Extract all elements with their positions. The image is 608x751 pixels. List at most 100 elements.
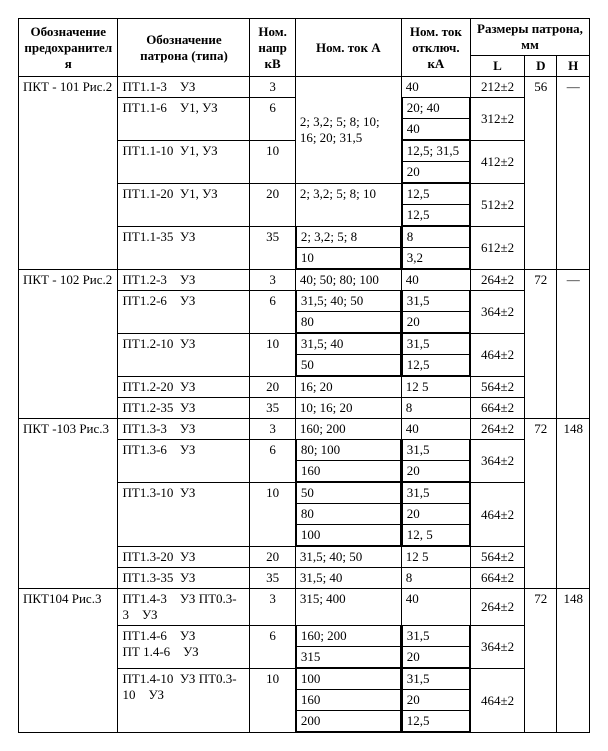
- cartridge-designation: ПТ1.2-35 УЗ: [118, 398, 250, 419]
- fuse-designation: ПКТ - 102 Рис.2: [19, 270, 118, 419]
- cartridge-designation: ПТ1.3-35 УЗ: [118, 568, 250, 589]
- cartridge-designation: ПТ1.3-3 УЗ: [118, 419, 250, 440]
- nominal-current: 2; 3,2; 5; 8; 10: [295, 184, 401, 227]
- nominal-voltage: 35: [250, 227, 295, 270]
- dim-L: 464±2: [470, 483, 524, 547]
- short-circuit-current: 31,520: [401, 291, 470, 334]
- cartridge-designation: ПТ1.1-20 У1, УЗ: [118, 184, 250, 227]
- short-circuit-current: 12,512,5: [401, 184, 470, 227]
- nominal-voltage: 3: [250, 419, 295, 440]
- cartridge-designation: ПТ1.2-10 УЗ: [118, 334, 250, 377]
- dim-L: 464±2: [470, 669, 524, 733]
- dim-L: 664±2: [470, 568, 524, 589]
- nominal-voltage: 20: [250, 377, 295, 398]
- short-circuit-current: 31,520: [401, 440, 470, 483]
- nominal-current: 31,5; 40; 5080: [295, 291, 401, 334]
- cartridge-designation: ПТ1.2-20 УЗ: [118, 377, 250, 398]
- nominal-current: 80; 100160: [295, 440, 401, 483]
- dim-L: 264±2: [470, 589, 524, 626]
- short-circuit-current: 40: [401, 77, 470, 98]
- hdr-cartridge: Обозначение патрона (типа): [118, 19, 250, 77]
- fuse-designation: ПКТ - 101 Рис.2: [19, 77, 118, 270]
- short-circuit-current: 12 5: [401, 547, 470, 568]
- nominal-current: 31,5; 40: [295, 568, 401, 589]
- hdr-fuse: Обозначение предохранителя: [19, 19, 118, 77]
- nominal-voltage: 35: [250, 568, 295, 589]
- dim-D: 72: [525, 419, 557, 589]
- cartridge-designation: ПТ1.3-10 УЗ: [118, 483, 250, 547]
- nominal-voltage: 20: [250, 547, 295, 568]
- nominal-current: 10; 16; 20: [295, 398, 401, 419]
- cartridge-designation: ПТ1.2-3 УЗ: [118, 270, 250, 291]
- nominal-current: 2; 3,2; 5; 8; 10; 16; 20; 31,5: [295, 77, 401, 184]
- nominal-current: 160; 200315: [295, 626, 401, 669]
- nominal-voltage: 3: [250, 589, 295, 626]
- dim-H: 148: [557, 419, 590, 589]
- hdr-D: D: [525, 56, 557, 77]
- dim-L: 412±2: [470, 141, 524, 184]
- short-circuit-current: 8: [401, 568, 470, 589]
- dim-L: 364±2: [470, 626, 524, 669]
- cartridge-designation: ПТ1.1-10 У1, УЗ: [118, 141, 250, 184]
- nominal-voltage: 20: [250, 184, 295, 227]
- fuse-designation: ПКТ -103 Рис.3: [19, 419, 118, 589]
- dim-D: 56: [525, 77, 557, 270]
- dim-H: 148: [557, 589, 590, 733]
- table-row: ПКТ - 102 Рис.2ПТ1.2-3 УЗ340; 50; 80; 10…: [19, 270, 590, 291]
- dim-L: 264±2: [470, 419, 524, 440]
- nominal-voltage: 6: [250, 291, 295, 334]
- nominal-current: 31,5; 40; 50: [295, 547, 401, 568]
- dim-L: 264±2: [470, 270, 524, 291]
- short-circuit-current: 31,52012, 5: [401, 483, 470, 547]
- table-row: ПКТ - 101 Рис.2ПТ1.1-3 УЗ32; 3,2; 5; 8; …: [19, 77, 590, 98]
- cartridge-designation: ПТ1.1-35 УЗ: [118, 227, 250, 270]
- short-circuit-current: 31,52012,5: [401, 669, 470, 733]
- dim-L: 612±2: [470, 227, 524, 270]
- cartridge-designation: ПТ1.4-3 УЗ ПТ0.3-3 УЗ: [118, 589, 250, 626]
- hdr-dims: Размеры патрона, мм: [470, 19, 589, 56]
- dim-L: 512±2: [470, 184, 524, 227]
- nominal-voltage: 3: [250, 270, 295, 291]
- table-row: ПКТ -103 Рис.3ПТ1.3-3 УЗ3160; 20040264±2…: [19, 419, 590, 440]
- short-circuit-current: 40: [401, 589, 470, 626]
- cartridge-designation: ПТ1.2-6 УЗ: [118, 291, 250, 334]
- nominal-voltage: 6: [250, 626, 295, 669]
- nominal-voltage: 10: [250, 141, 295, 184]
- short-circuit-current: 31,512,5: [401, 334, 470, 377]
- nominal-voltage: 10: [250, 334, 295, 377]
- cartridge-designation: ПТ1.4-10 УЗ ПТ0.3-10 УЗ: [118, 669, 250, 733]
- nominal-voltage: 10: [250, 483, 295, 547]
- dim-L: 564±2: [470, 547, 524, 568]
- table-header: Обозначение предохранителя Обозначение п…: [19, 19, 590, 77]
- dim-L: 564±2: [470, 377, 524, 398]
- cartridge-designation: ПТ1.4-6 УЗПТ 1.4-6 УЗ: [118, 626, 250, 669]
- short-circuit-current: 12 5: [401, 377, 470, 398]
- nominal-voltage: 35: [250, 398, 295, 419]
- nominal-current: 100160200: [295, 669, 401, 733]
- nominal-voltage: 3: [250, 77, 295, 98]
- dim-L: 364±2: [470, 291, 524, 334]
- nominal-current: 31,5; 4050: [295, 334, 401, 377]
- fuse-designation: ПКТ104 Рис.3: [19, 589, 118, 733]
- cartridge-designation: ПТ1.1-3 УЗ: [118, 77, 250, 98]
- dim-L: 464±2: [470, 334, 524, 377]
- short-circuit-current: 20; 4040: [401, 98, 470, 141]
- short-circuit-current: 12,5; 31,520: [401, 141, 470, 184]
- cartridge-designation: ПТ1.1-6 У1, УЗ: [118, 98, 250, 141]
- short-circuit-current: 83,2: [401, 227, 470, 270]
- cartridge-designation: ПТ1.3-20 УЗ: [118, 547, 250, 568]
- nominal-current: 5080100: [295, 483, 401, 547]
- table-row: ПКТ104 Рис.3ПТ1.4-3 УЗ ПТ0.3-3 УЗ3315; 4…: [19, 589, 590, 626]
- dim-L: 364±2: [470, 440, 524, 483]
- short-circuit-current: 31,520: [401, 626, 470, 669]
- hdr-voltage: Ном. напр кВ: [250, 19, 295, 77]
- hdr-short-current: Ном. ток отключ. кА: [401, 19, 470, 77]
- nominal-current: 315; 400: [295, 589, 401, 626]
- cartridge-designation: ПТ1.3-6 УЗ: [118, 440, 250, 483]
- nominal-voltage: 6: [250, 440, 295, 483]
- hdr-current: Ном. ток А: [295, 19, 401, 77]
- nominal-voltage: 10: [250, 669, 295, 733]
- dim-L: 664±2: [470, 398, 524, 419]
- nominal-current: 40; 50; 80; 100: [295, 270, 401, 291]
- nominal-voltage: 6: [250, 98, 295, 141]
